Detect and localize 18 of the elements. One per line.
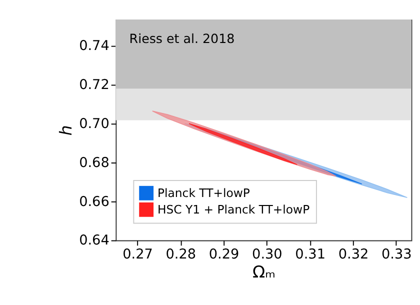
y-axis-title: h	[56, 125, 76, 136]
y-tick-label: 0.66	[79, 194, 110, 210]
x-axis-title: Ωₘ	[252, 262, 276, 282]
y-tick-label: 0.72	[79, 77, 110, 94]
y-tick-label: 0.74	[79, 38, 110, 54]
x-tick-label: 0.28	[166, 246, 196, 262]
x-tick-label: 0.30	[252, 246, 282, 262]
y-tick-label: 0.64	[79, 232, 110, 249]
x-tick-label: 0.33	[381, 246, 412, 262]
band-label: Riess et al. 2018	[129, 30, 235, 46]
legend-label: HSC Y1 + Planck TT+lowP	[158, 202, 310, 217]
x-tick-label: 0.27	[122, 246, 153, 262]
x-tick-label: 0.31	[295, 246, 326, 262]
y-tick-label: 0.68	[79, 154, 110, 171]
x-tick-label: 0.29	[208, 246, 240, 262]
x-tick-label: 0.32	[338, 246, 369, 262]
legend-label: Planck TT+lowP	[158, 186, 250, 200]
y-tick-label: 0.70	[79, 116, 110, 132]
